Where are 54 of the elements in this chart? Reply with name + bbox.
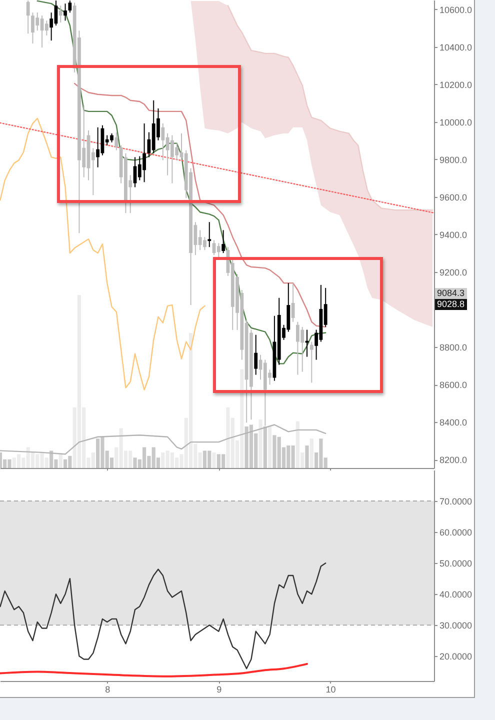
candlestick — [291, 282, 295, 322]
y-tick-label: 8400.0 — [440, 418, 468, 428]
bar — [16, 454, 21, 468]
y-tick-label: 9400.0 — [440, 230, 468, 240]
candlestick — [114, 132, 118, 151]
candlestick — [68, 0, 72, 14]
candlestick — [216, 242, 220, 258]
bar — [202, 450, 207, 468]
annotation: 9084.3 — [435, 288, 467, 300]
line-series — [0, 118, 206, 390]
y-tick-label: 9600.0 — [440, 192, 468, 202]
bar — [249, 424, 254, 468]
candlestick — [222, 230, 226, 254]
y-tick-label: 30.0000 — [440, 620, 472, 631]
y-tick-label: 9200.0 — [440, 267, 468, 278]
candlestick — [64, 3, 67, 22]
bar — [310, 438, 314, 468]
y-tick-label: 10600.0 — [440, 4, 472, 15]
candlestick — [161, 122, 165, 161]
y-tick-label: 10400.0 — [440, 42, 472, 52]
bar — [63, 459, 68, 468]
y-tick-label: 8800.0 — [440, 342, 468, 353]
y-tick-label: 40.0000 — [440, 590, 472, 600]
y-tick-label: 8200.0 — [440, 455, 468, 466]
y-tick-label: 50.0000 — [440, 558, 472, 569]
line-series — [74, 82, 326, 328]
y-tick-label: 9800.0 — [440, 154, 468, 165]
candlestick — [58, 5, 62, 24]
y-tick-label: 60.0000 — [440, 528, 472, 538]
annotation: 9028.8 — [435, 298, 467, 310]
bar — [58, 454, 62, 468]
candlestick — [26, 0, 30, 34]
candlestick — [96, 126, 100, 168]
y-tick-label: 10200.0 — [440, 80, 472, 90]
bar — [188, 333, 193, 468]
candlestick — [44, 20, 48, 36]
candlestick — [208, 222, 212, 248]
bar — [212, 452, 216, 468]
bar — [77, 295, 82, 468]
candlestick — [310, 341, 314, 384]
bar — [305, 446, 309, 468]
line-series — [0, 562, 326, 670]
bar — [268, 426, 272, 468]
x-tick-label: 8 — [105, 684, 110, 694]
line-series — [0, 662, 308, 678]
y-tick-label: 10000.0 — [440, 117, 472, 128]
y-tick-label: 70.0000 — [440, 496, 472, 507]
y-tick-label: 20.0000 — [440, 652, 472, 662]
y-tick-label: 8600.0 — [440, 380, 468, 390]
x-tick-label: 10 — [326, 684, 336, 694]
bar — [258, 420, 262, 468]
candlestick — [254, 334, 258, 376]
bar — [142, 447, 146, 468]
x-tick-label: 9 — [216, 684, 222, 694]
